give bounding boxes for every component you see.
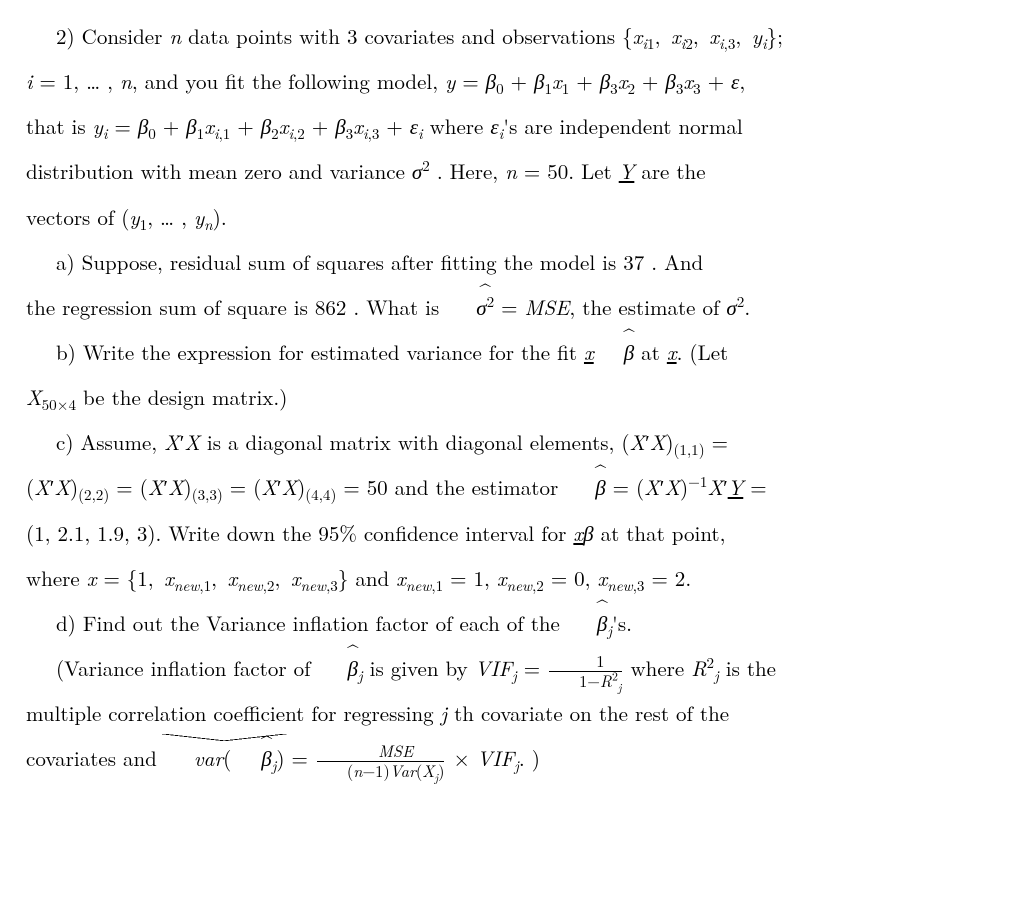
math-varhat: var(βj) bbox=[164, 743, 285, 773]
math-x-set: x = {1, xnew,1, xnew,2, xnew,3} bbox=[87, 563, 349, 593]
text: is a diagonal matrix with diagonal eleme… bbox=[200, 427, 621, 457]
math-y-vector: (y1, … , yn) bbox=[121, 202, 221, 232]
text: . bbox=[221, 202, 227, 232]
math-VIFj2: VIFj bbox=[477, 743, 519, 773]
text: c) Assume, bbox=[56, 427, 164, 457]
part-b: b) Write the expression for estimated va… bbox=[26, 330, 998, 420]
text: 2) Consider bbox=[56, 21, 169, 51]
math-xx11: (X′X)(1,1) bbox=[621, 427, 704, 457]
text: at that point, bbox=[594, 518, 726, 548]
math-Rj2: R2j bbox=[691, 653, 719, 683]
math-XtX: X′X bbox=[164, 427, 200, 457]
math-yi: yi = β0 + β1xi,1 + β2xi,2 + β3xi,3 + εi bbox=[93, 111, 423, 141]
text: . (Let bbox=[677, 337, 729, 367]
text: . bbox=[744, 292, 750, 322]
text: × bbox=[446, 743, 476, 773]
text: data points with 3 covariates and observ… bbox=[181, 21, 622, 51]
math-betaj-hat2: βj bbox=[318, 653, 363, 683]
math-n: n bbox=[169, 21, 181, 51]
text: distribution with mean zero and variance bbox=[26, 156, 412, 186]
text: . Let bbox=[568, 156, 618, 186]
math-x-ul: x bbox=[667, 337, 677, 367]
math-xx22: (X′X)(2,2) bbox=[26, 472, 109, 502]
math-beta-values: (1, 2.1, 1.9, 3) bbox=[26, 518, 156, 548]
text: . bbox=[685, 563, 691, 593]
math-betahat-full: β = (X′X)−1X′Y bbox=[565, 472, 743, 502]
text: is the bbox=[719, 653, 776, 683]
text: the regression sum of square is bbox=[26, 292, 315, 322]
math-var-frac: MSE(n−1)Var(Xj) bbox=[315, 742, 447, 781]
text: d) Find out the Variance inflation facto… bbox=[56, 608, 567, 638]
math-xbetahat: xβ bbox=[584, 337, 634, 367]
text: vectors of bbox=[26, 202, 121, 232]
text: . What is bbox=[346, 292, 446, 322]
math-betaj-hat: βj bbox=[567, 608, 612, 638]
vif-note: (Variance inflation factor of βj is give… bbox=[26, 646, 998, 781]
text: th covariate on the rest of the bbox=[447, 698, 729, 728]
math-n50: n = 50 bbox=[505, 156, 568, 186]
value-regss: 862 bbox=[315, 292, 347, 322]
problem-2-intro: 2) Consider n data points with 3 covaria… bbox=[26, 14, 998, 240]
text: 's are independent normal bbox=[503, 111, 742, 141]
text: b) Write the expression for estimated va… bbox=[56, 337, 584, 367]
text: is given by bbox=[363, 653, 475, 683]
value-50: 50 bbox=[367, 472, 388, 502]
math-xx44: (X′X)(4,4) bbox=[253, 472, 336, 502]
math-xbeta: xβ bbox=[573, 518, 593, 548]
math-sigma2: σ2 bbox=[412, 156, 430, 186]
text: . ) bbox=[519, 743, 540, 773]
math-sigma2b: σ2 bbox=[726, 292, 744, 322]
text: a) Suppose, residual sum of squares afte… bbox=[56, 247, 623, 277]
math-eps-i: εi bbox=[490, 111, 503, 141]
text: , bbox=[739, 66, 745, 96]
text: that is bbox=[26, 111, 93, 141]
text: be the design matrix.) bbox=[76, 382, 287, 412]
math-Y-vec: Y bbox=[619, 156, 635, 186]
math-i-range: i = 1, … , n bbox=[26, 66, 132, 96]
math-xnew-vals: xnew,1 = 1, xnew,2 = 0, xnew,3 = 2 bbox=[396, 563, 685, 593]
text: ; bbox=[777, 21, 783, 51]
math-design-matrix: X50×4 bbox=[26, 382, 76, 412]
math-xx33: (X′X)(3,3) bbox=[140, 472, 223, 502]
text: at bbox=[634, 337, 667, 367]
text: and bbox=[348, 563, 396, 593]
part-d: d) Find out the Variance inflation facto… bbox=[26, 601, 998, 646]
text: . Here, bbox=[430, 156, 505, 186]
text: where bbox=[26, 563, 87, 593]
text: covariates and bbox=[26, 743, 164, 773]
math-obs-set: {xi1, xi2, xi,3, yi} bbox=[622, 21, 777, 51]
text: . And bbox=[644, 247, 703, 277]
math-sigma2hat: σ2 = MSE bbox=[446, 292, 569, 322]
math-vif-eq: VIFj = 11−R2j bbox=[475, 653, 624, 683]
part-a: a) Suppose, residual sum of squares afte… bbox=[26, 240, 998, 330]
text: 's. bbox=[612, 608, 632, 638]
text: are the bbox=[634, 156, 705, 186]
text: = bbox=[705, 427, 728, 457]
value-rss: 37 bbox=[623, 247, 644, 277]
text: where bbox=[624, 653, 692, 683]
text: , and you fit the following model, bbox=[132, 66, 445, 96]
text: and the estimator bbox=[388, 472, 566, 502]
math-model: y = β0 + β1x1 + β3x2 + β3x3 + ε bbox=[445, 66, 739, 96]
text: where bbox=[423, 111, 491, 141]
text: (Variance inflation factor of bbox=[56, 653, 318, 683]
part-c: c) Assume, X′X is a diagonal matrix with… bbox=[26, 420, 998, 601]
text: . Write down the 95% confidence interval… bbox=[156, 518, 574, 548]
